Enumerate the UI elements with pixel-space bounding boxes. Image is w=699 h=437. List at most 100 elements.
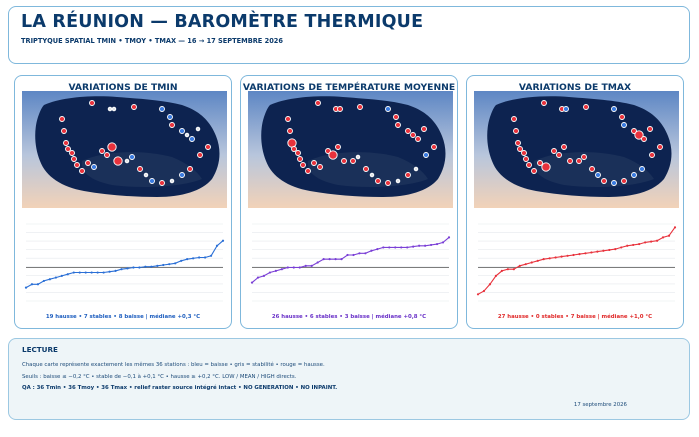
page-subtitle: TRIPTYQUE SPATIAL TMIN • TMOY • TMAX — 1… (21, 37, 283, 45)
data-point (364, 252, 367, 255)
station-marker (129, 154, 135, 160)
station-marker (311, 160, 317, 166)
data-point (566, 254, 569, 257)
data-point (673, 226, 677, 229)
station-marker (74, 162, 80, 168)
series-line (251, 236, 450, 284)
station-marker (111, 106, 117, 112)
data-point (268, 271, 272, 274)
station-marker (526, 162, 532, 168)
data-point (120, 268, 123, 271)
data-point (441, 241, 445, 244)
station-marker (99, 148, 105, 154)
station-marker (363, 166, 369, 172)
data-point (406, 246, 409, 249)
station-marker (287, 138, 297, 148)
map-tmin (22, 91, 227, 208)
station-marker (375, 178, 381, 184)
data-point (626, 244, 629, 247)
station-marker (167, 114, 173, 120)
station-marker (297, 156, 303, 162)
station-marker (515, 140, 521, 146)
station-marker (337, 106, 343, 112)
station-marker (619, 114, 625, 120)
data-point (382, 246, 385, 249)
station-marker (556, 152, 562, 158)
report-date: 17 septembre 2026 (573, 402, 627, 408)
station-marker (104, 152, 110, 158)
station-marker (85, 160, 91, 166)
station-marker (583, 104, 589, 110)
station-marker (295, 150, 301, 156)
data-point (560, 255, 563, 258)
station-marker (187, 166, 193, 172)
station-marker (369, 172, 375, 178)
data-point (482, 289, 486, 293)
data-point (96, 271, 99, 274)
chart-tmoy (250, 223, 451, 302)
station-marker (63, 140, 69, 146)
data-point (590, 251, 593, 254)
data-point (156, 264, 159, 267)
station-marker (395, 178, 401, 184)
station-marker (413, 166, 419, 172)
station-marker (589, 166, 595, 172)
station-marker (611, 180, 617, 186)
data-point (435, 242, 439, 246)
data-point (388, 246, 391, 249)
data-point (447, 236, 451, 239)
data-point (376, 248, 379, 251)
data-point (78, 271, 81, 274)
station-marker (287, 128, 293, 134)
station-marker (581, 154, 587, 160)
data-point (542, 258, 545, 261)
station-marker (531, 168, 537, 174)
panel-summary: 19 hausse • 7 stables • 8 baisse | média… (45, 314, 201, 320)
data-point (346, 253, 349, 257)
data-point (162, 263, 165, 267)
data-point (138, 266, 141, 269)
data-point (42, 279, 46, 283)
data-point (304, 264, 307, 267)
station-marker (395, 122, 401, 128)
data-point (310, 264, 313, 267)
data-point (114, 269, 117, 272)
station-marker (621, 122, 627, 128)
station-marker (537, 160, 543, 166)
station-marker (513, 128, 519, 134)
station-marker (541, 100, 547, 106)
station-marker (71, 156, 77, 162)
station-marker (657, 144, 663, 150)
data-point (168, 263, 171, 266)
data-point (215, 244, 219, 247)
station-marker (410, 132, 416, 138)
data-point (667, 234, 671, 237)
station-marker (107, 142, 117, 152)
data-point (102, 271, 105, 274)
station-marker (350, 158, 356, 164)
station-marker (59, 116, 65, 122)
station-marker (611, 106, 617, 112)
data-point (554, 256, 557, 259)
data-point (584, 252, 587, 255)
header: LA RÉUNION — BAROMÈTRE THERMIQUE TRIPTYQ… (8, 6, 690, 64)
data-point (66, 273, 69, 276)
station-marker (159, 106, 165, 112)
data-point (36, 283, 40, 286)
panel-summary: 27 hausse • 0 stables • 7 baisse | média… (497, 314, 653, 320)
data-point (334, 258, 337, 261)
data-point (596, 250, 599, 253)
station-marker (69, 150, 75, 156)
station-marker (563, 106, 569, 112)
panel-tmoy: VARIATIONS DE TEMPÉRATURE MOYENNE 26 hau… (240, 75, 458, 329)
station-marker (328, 150, 338, 160)
station-marker (131, 104, 137, 110)
station-marker (179, 128, 185, 134)
series-line (25, 240, 224, 289)
data-point (632, 243, 635, 247)
data-point (72, 271, 75, 274)
data-point (524, 263, 527, 266)
station-marker (639, 166, 645, 172)
station-marker (357, 104, 363, 110)
station-marker (113, 156, 123, 166)
